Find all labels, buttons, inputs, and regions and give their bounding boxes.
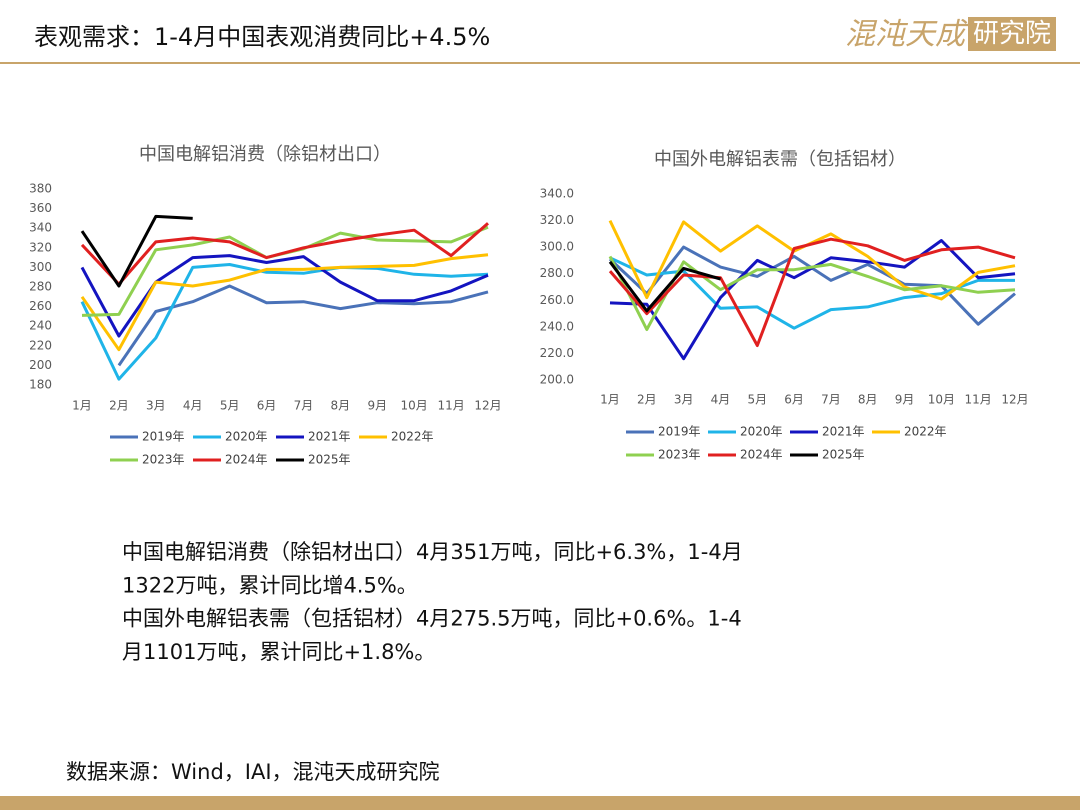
y-tick-label: 200: [29, 358, 52, 372]
x-tick-label: 2月: [637, 393, 657, 407]
x-tick-label: 4月: [183, 399, 203, 413]
chart-title: 中国外电解铝表需（包括铝材）: [654, 149, 906, 170]
legend-label: 2022年: [391, 430, 434, 444]
x-tick-label: 1月: [600, 393, 620, 407]
y-tick-label: 360: [29, 201, 52, 215]
y-tick-label: 340.0: [540, 187, 574, 201]
x-tick-label: 2月: [109, 399, 129, 413]
body-line: 中国电解铝消费（除铝材出口）4月351万吨，同比+6.3%，1-4月: [122, 540, 743, 564]
x-tick-label: 10月: [401, 399, 428, 413]
x-tick-label: 7月: [821, 393, 841, 407]
x-tick-label: 8月: [858, 393, 878, 407]
y-tick-label: 340: [29, 221, 52, 235]
y-tick-label: 380: [29, 182, 52, 196]
y-tick-label: 300.0: [540, 240, 574, 254]
y-tick-label: 220: [29, 338, 52, 352]
x-tick-label: 9月: [895, 393, 915, 407]
logo-box-text: 研究院: [973, 19, 1051, 49]
y-tick-label: 220.0: [540, 346, 574, 360]
chart-title: 中国电解铝消费（除铝材出口）: [139, 144, 391, 165]
x-tick-label: 4月: [711, 393, 731, 407]
series-line: [608, 260, 721, 313]
series-line: [608, 237, 1016, 347]
legend-label: 2022年: [904, 425, 947, 439]
x-tick-label: 1月: [72, 399, 92, 413]
legend-label: 2021年: [822, 425, 865, 439]
x-tick-label: 6月: [257, 399, 277, 413]
series-line: [117, 284, 489, 367]
series-line: [608, 255, 1016, 331]
legend-label: 2021年: [308, 430, 351, 444]
y-tick-label: 280.0: [540, 266, 574, 280]
x-tick-label: 7月: [294, 399, 314, 413]
y-tick-label: 280: [29, 280, 52, 294]
series-line: [80, 253, 489, 352]
legend-label: 2019年: [142, 430, 185, 444]
series-line: [80, 263, 489, 381]
series-line: [80, 214, 193, 288]
x-tick-label: 11月: [965, 393, 992, 407]
legend-label: 2020年: [225, 430, 268, 444]
source: 数据来源：Wind，IAI，混沌天成研究院: [66, 760, 440, 784]
x-tick-label: 6月: [784, 393, 804, 407]
y-tick-label: 180: [29, 378, 52, 392]
legend-label: 2024年: [740, 448, 783, 462]
y-tick-label: 320: [29, 240, 52, 254]
logo-brand: 混沌天成: [845, 17, 969, 52]
x-tick-label: 5月: [747, 393, 767, 407]
legend-label: 2019年: [658, 425, 701, 439]
legend-label: 2023年: [142, 453, 185, 467]
y-tick-label: 260: [29, 299, 52, 313]
x-tick-label: 12月: [474, 399, 501, 413]
y-tick-label: 320.0: [540, 213, 574, 227]
y-tick-label: 300: [29, 260, 52, 274]
x-tick-label: 5月: [220, 399, 240, 413]
x-tick-label: 12月: [1001, 393, 1028, 407]
x-tick-label: 3月: [146, 399, 166, 413]
x-tick-label: 9月: [367, 399, 387, 413]
y-tick-label: 240: [29, 319, 52, 333]
body-line: 中国外电解铝表需（包括铝材）4月275.5万吨，同比+0.6%。1-4: [122, 607, 742, 631]
footer-bar: [0, 796, 1080, 810]
legend-label: 2024年: [225, 453, 268, 467]
y-tick-label: 240.0: [540, 319, 574, 333]
x-tick-label: 3月: [674, 393, 694, 407]
body-line: 1322万吨，累计同比增4.5%。: [122, 573, 418, 597]
body-line: 月1101万吨，累计同比+1.8%。: [122, 640, 435, 664]
series-line: [80, 222, 489, 286]
x-tick-label: 10月: [928, 393, 955, 407]
slide-title: 表观需求：1-4月中国表观消费同比+4.5%: [34, 23, 490, 51]
y-tick-label: 200.0: [540, 373, 574, 387]
body-text: 中国电解铝消费（除铝材出口）4月351万吨，同比+6.3%，1-4月 1322万吨…: [122, 540, 743, 664]
legend-label: 2023年: [658, 448, 701, 462]
x-tick-label: 11月: [437, 399, 464, 413]
y-tick-label: 260.0: [540, 293, 574, 307]
legend-label: 2020年: [740, 425, 783, 439]
x-tick-label: 8月: [331, 399, 351, 413]
legend-label: 2025年: [308, 453, 351, 467]
legend-label: 2025年: [822, 448, 865, 462]
logo-box: [968, 17, 1056, 51]
